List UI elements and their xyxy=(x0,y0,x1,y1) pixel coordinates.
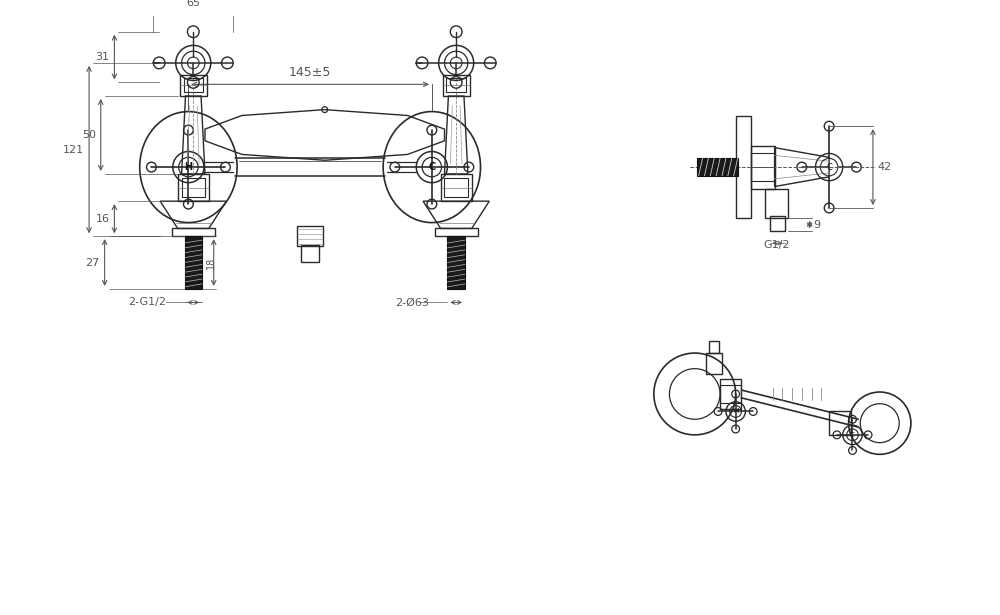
Bar xyxy=(447,236,465,289)
Text: G1/2: G1/2 xyxy=(763,240,790,250)
Bar xyxy=(720,379,741,408)
Text: 50: 50 xyxy=(82,130,96,140)
Text: 42: 42 xyxy=(878,162,892,172)
Bar xyxy=(765,189,788,218)
Bar xyxy=(697,158,738,176)
Bar xyxy=(184,79,203,92)
Text: 2-G1/2: 2-G1/2 xyxy=(128,298,166,308)
Text: 27: 27 xyxy=(86,258,100,268)
Bar xyxy=(297,226,323,246)
Bar xyxy=(172,228,215,236)
Bar xyxy=(446,79,466,92)
Bar xyxy=(709,341,719,353)
Text: 31: 31 xyxy=(96,52,110,62)
Text: C: C xyxy=(850,432,855,438)
Bar xyxy=(435,228,478,236)
Bar xyxy=(751,154,775,181)
Bar xyxy=(180,74,207,96)
Text: 2-Ø63: 2-Ø63 xyxy=(395,298,429,308)
Text: 16: 16 xyxy=(96,213,110,224)
Text: 65: 65 xyxy=(186,0,200,9)
Text: H: H xyxy=(733,408,738,415)
Bar xyxy=(736,116,751,218)
Bar xyxy=(770,216,785,231)
Bar xyxy=(178,174,209,201)
Bar xyxy=(185,236,202,289)
Text: C: C xyxy=(428,162,435,172)
Text: 145±5: 145±5 xyxy=(289,66,331,79)
Bar xyxy=(751,146,775,189)
Bar xyxy=(443,74,470,96)
Text: 18: 18 xyxy=(206,256,216,269)
Bar xyxy=(706,353,722,375)
Text: H: H xyxy=(184,162,192,172)
Bar xyxy=(720,385,741,403)
Bar xyxy=(444,178,468,197)
Text: C: C xyxy=(826,162,832,172)
Text: 121: 121 xyxy=(63,145,84,154)
Bar xyxy=(829,411,851,435)
Bar xyxy=(182,178,205,197)
Text: 9: 9 xyxy=(814,220,821,229)
Bar xyxy=(301,245,319,261)
Bar xyxy=(441,174,472,201)
